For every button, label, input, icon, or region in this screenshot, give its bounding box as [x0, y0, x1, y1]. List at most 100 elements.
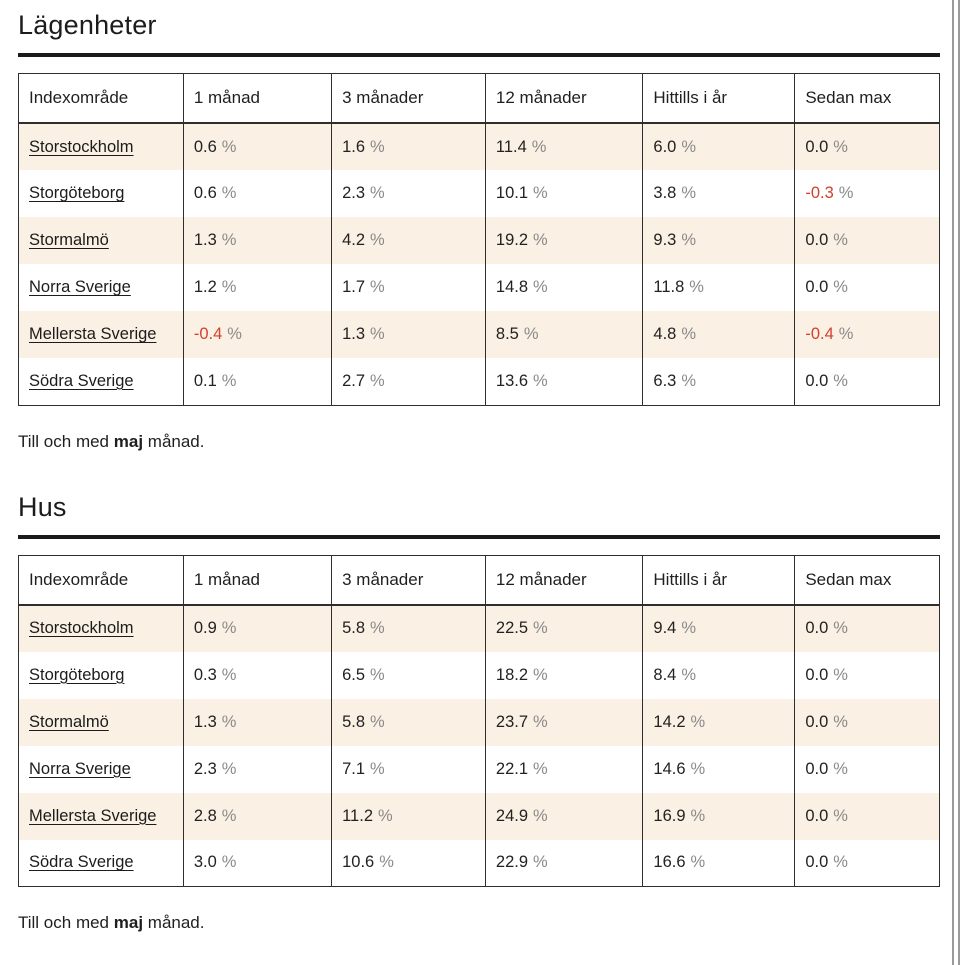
percent-sign: % [378, 806, 393, 825]
value-3-months: 5.8% [331, 698, 486, 746]
percent-sign: % [689, 278, 704, 296]
area-link[interactable]: Storgöteborg [29, 184, 125, 202]
column-header: Indexområde [18, 555, 184, 606]
area-cell: Södra Sverige [19, 358, 184, 405]
area-link[interactable]: Mellersta Sverige [29, 806, 157, 825]
percent-sign: % [379, 853, 394, 872]
page-content: Lägenheter Indexområde 1 månad 3 månader… [18, 10, 940, 934]
value-3-months: 1.6% [331, 123, 486, 170]
percent-sign: % [221, 619, 237, 637]
scrollbar[interactable] [952, 0, 960, 965]
percent-sign: % [221, 665, 237, 684]
percent-sign: % [227, 325, 242, 343]
area-link[interactable]: Norra Sverige [29, 759, 131, 778]
value-ytd: 9.4% [642, 604, 795, 652]
percent-sign: % [221, 806, 237, 825]
area-link[interactable]: Södra Sverige [29, 371, 134, 390]
value-ytd: 3.8% [642, 170, 795, 217]
column-header: 3 månader [331, 555, 486, 606]
percent-sign: % [370, 619, 385, 637]
column-header: Sedan max [794, 73, 940, 124]
percent-sign: % [833, 665, 848, 684]
percent-sign: % [833, 806, 848, 825]
table-row: Storgöteborg 0.3% 6.5% 18.2% 8.4% 0.0% [19, 651, 940, 699]
area-link[interactable]: Mellersta Sverige [29, 325, 157, 343]
percent-sign: % [221, 853, 237, 872]
area-link[interactable]: Storgöteborg [29, 665, 125, 684]
percent-sign: % [221, 231, 237, 249]
column-header: 1 månad [182, 73, 332, 124]
value-3-months: 4.2% [331, 217, 486, 264]
value-since-max: 0.0% [794, 745, 940, 793]
table-body: Storstockholm 0.9% 5.8% 22.5% 9.4% 0.0% … [18, 604, 940, 887]
area-link[interactable]: Storstockholm [29, 137, 134, 156]
area-link[interactable]: Storstockholm [29, 619, 134, 637]
table-header-row: Indexområde 1 månad 3 månader 12 månader… [18, 73, 940, 124]
percent-sign: % [370, 137, 385, 156]
percent-sign: % [681, 619, 696, 637]
percent-sign: % [221, 137, 237, 156]
lagenheter-table: Indexområde 1 månad 3 månader 12 månader… [18, 73, 940, 406]
percent-sign: % [833, 231, 848, 249]
table-header: Indexområde 1 månad 3 månader 12 månader… [18, 555, 940, 606]
value-12-months: 8.5% [484, 311, 643, 358]
percent-sign: % [370, 712, 385, 731]
percent-sign: % [523, 325, 539, 343]
percent-sign: % [370, 759, 385, 778]
value-since-max: 0.0% [794, 651, 940, 699]
table-row: Mellersta Sverige 2.8% 11.2% 24.9% 16.9%… [18, 792, 940, 840]
area-link[interactable]: Stormalmö [29, 712, 109, 731]
area-cell: Stormalmö [19, 699, 184, 746]
value-ytd: 14.2% [642, 698, 795, 746]
percent-sign: % [221, 371, 237, 390]
percent-sign: % [690, 853, 706, 872]
value-ytd: 8.4% [642, 651, 795, 699]
percent-sign: % [690, 806, 706, 825]
section-hus: Hus Indexområde 1 månad 3 månader 12 mån… [18, 492, 940, 934]
column-header: Sedan max [794, 555, 940, 606]
value-3-months: 10.6% [331, 839, 486, 887]
value-3-months: 5.8% [331, 604, 486, 652]
value-ytd: 4.8% [642, 311, 795, 358]
area-link[interactable]: Södra Sverige [29, 853, 134, 872]
percent-sign: % [681, 137, 696, 156]
value-12-months: 10.1% [484, 170, 643, 217]
value-12-months: 24.9% [484, 792, 643, 840]
column-header: 1 månad [182, 555, 332, 606]
percent-sign: % [533, 853, 548, 872]
value-3-months: 7.1% [331, 745, 486, 793]
percent-sign: % [690, 712, 706, 731]
table-body: Storstockholm 0.6% 1.6% 11.4% 6.0% 0.0% … [18, 123, 940, 405]
title-rule [18, 53, 940, 57]
value-12-months: 11.4% [484, 123, 643, 170]
value-ytd: 11.8% [642, 264, 795, 311]
percent-sign: % [533, 231, 548, 249]
percent-sign: % [533, 371, 548, 390]
value-1-month: -0.4% [182, 311, 332, 358]
column-header: 12 månader [484, 555, 643, 606]
value-ytd: 14.6% [642, 745, 795, 793]
value-since-max: 0.0% [794, 123, 940, 170]
value-ytd: 16.9% [642, 792, 795, 840]
area-cell: Storstockholm [19, 123, 184, 170]
value-1-month: 1.3% [182, 698, 332, 746]
value-12-months: 13.6% [484, 358, 643, 405]
value-ytd: 6.0% [642, 123, 795, 170]
value-ytd: 9.3% [642, 217, 795, 264]
table-row: Stormalmö 1.3% 4.2% 19.2% 9.3% 0.0% [18, 217, 940, 264]
section-title-hus: Hus [18, 491, 67, 522]
area-link[interactable]: Stormalmö [29, 231, 109, 249]
value-3-months: 1.7% [331, 264, 486, 311]
area-cell: Storgöteborg [19, 170, 184, 217]
value-1-month: 0.9% [182, 604, 332, 652]
area-cell: Södra Sverige [19, 840, 184, 887]
percent-sign: % [533, 759, 548, 778]
footnote: Till och med maj månad. [18, 913, 205, 932]
value-3-months: 2.7% [331, 358, 486, 405]
percent-sign: % [690, 759, 706, 778]
value-3-months: 6.5% [331, 651, 486, 699]
area-link[interactable]: Norra Sverige [29, 278, 131, 296]
value-since-max: 0.0% [794, 792, 940, 840]
area-cell: Mellersta Sverige [19, 793, 184, 840]
percent-sign: % [221, 278, 237, 296]
